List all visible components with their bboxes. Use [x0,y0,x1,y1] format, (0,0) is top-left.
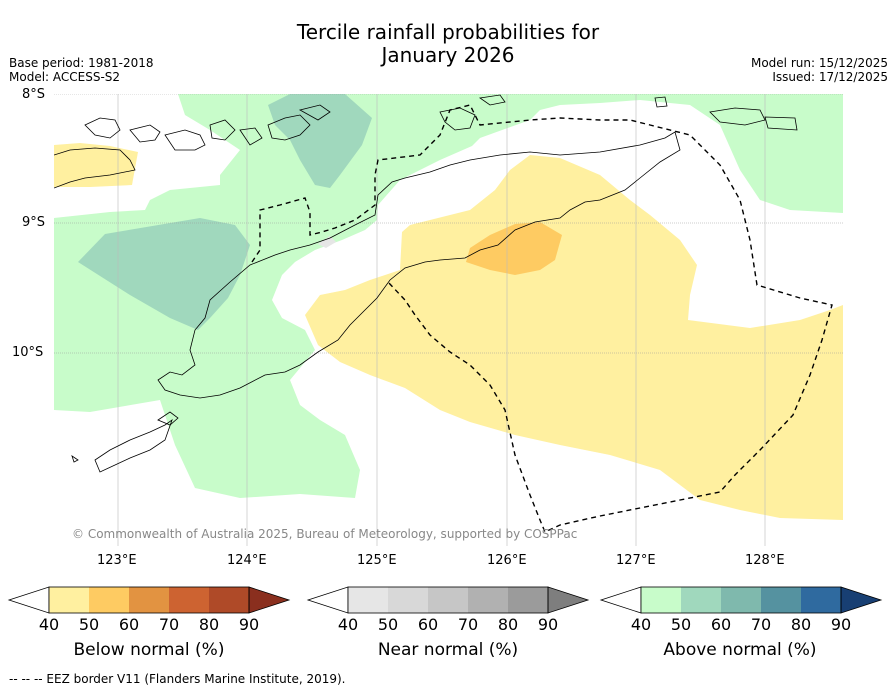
model-run-text: Model run: 15/12/2025 [750,56,888,70]
colorbar-near-tick: 50 [377,615,399,634]
above-normal-region-north [268,94,372,188]
issued-text: Issued: 17/12/2025 [772,70,888,84]
lat-label-8s: 8°S [22,87,46,102]
colorbar-below-segment [49,587,89,613]
eez-footnote: -- -- -- EEZ border V11 (Flanders Marine… [9,672,346,686]
colorbar-below-segment [129,587,169,613]
colorbar-near-low-arrow [306,586,349,614]
colorbar-below-segment [169,587,209,613]
colorbar-above-segment [721,587,761,613]
below-normal-region-central [305,155,843,520]
colorbar-near-segment [348,587,388,613]
colorbar-below-label: Below normal (%) [73,640,225,660]
map-title-line2: January 2026 [381,43,515,67]
colorbar-below-segment [209,587,249,613]
colorbar-above [599,586,883,614]
colorbar-above-tick: 90 [830,615,852,634]
colorbar-below [7,586,291,614]
map-title-line1: Tercile rainfall probabilities for [296,20,600,44]
above-normal-region-west-core [78,218,250,330]
colorbar-below-segment [89,587,129,613]
colorbar-below-tick: 50 [78,615,100,634]
colorbar-near-tick: 60 [417,615,439,634]
colorbar-above-tick: 60 [710,615,732,634]
colorbar-near-segment [428,587,468,613]
colorbar-above-segment [801,587,841,613]
colorbar-above-tick: 70 [750,615,772,634]
colorbar-above-label: Above normal (%) [663,640,817,660]
lon-label-126e: 126°E [487,553,527,568]
model-text: Model: ACCESS-S2 [9,70,121,84]
colorbar-above-tick: 40 [630,615,652,634]
colorbar-below-tick: 90 [238,615,260,634]
colorbar-near-frame [347,586,549,614]
colorbar-above-tick: 50 [670,615,692,634]
colorbar-above-segment [761,587,801,613]
colorbar-above-tick: 80 [790,615,812,634]
coastlines [54,94,798,473]
colorbar-below-tick: 60 [118,615,140,634]
lon-label-124e: 124°E [227,553,267,568]
colorbar-near-segment [508,587,548,613]
near-normal-speck [318,236,336,248]
below-normal-region-northwest [54,143,138,187]
colorbar-near-segment [468,587,508,613]
colorbar-above-frame [640,586,842,614]
colorbar-near-segment [388,587,428,613]
colorbar-below-tick: 40 [38,615,60,634]
colorbar-below-low-arrow [7,586,50,614]
colorbar-near-tick: 70 [457,615,479,634]
lat-label-9s: 9°S [22,215,46,230]
above-normal-region-west [54,94,843,498]
colorbar-above-low-arrow [599,586,642,614]
lat-gridlines [54,94,843,354]
lon-label-123e: 123°E [97,553,137,568]
copyright-text: © Commonwealth of Australia 2025, Bureau… [72,527,577,541]
lat-label-10s: 10°S [12,345,44,360]
colorbar-near [306,586,590,614]
lon-label-125e: 125°E [357,553,397,568]
colorbar-above-segment [681,587,721,613]
colorbar-below-frame [48,586,250,614]
below-normal-region-core [466,222,562,275]
lon-label-127e: 127°E [616,553,656,568]
colorbar-near-tick: 40 [337,615,359,634]
lon-label-128e: 128°E [745,553,785,568]
colorbar-below-tick: 70 [158,615,180,634]
colorbar-near-tick: 90 [537,615,559,634]
base-period-text: Base period: 1981-2018 [9,56,154,70]
colorbar-below-tick: 80 [198,615,220,634]
colorbar-near-tick: 80 [497,615,519,634]
eez-border [251,104,833,533]
colorbar-near-label: Near normal (%) [377,640,519,660]
colorbar-above-segment [641,587,681,613]
lon-gridlines [117,94,766,546]
colorbar-above-high-arrow [840,586,883,614]
colorbar-below-high-arrow [248,586,291,614]
colorbar-near-high-arrow [547,586,590,614]
